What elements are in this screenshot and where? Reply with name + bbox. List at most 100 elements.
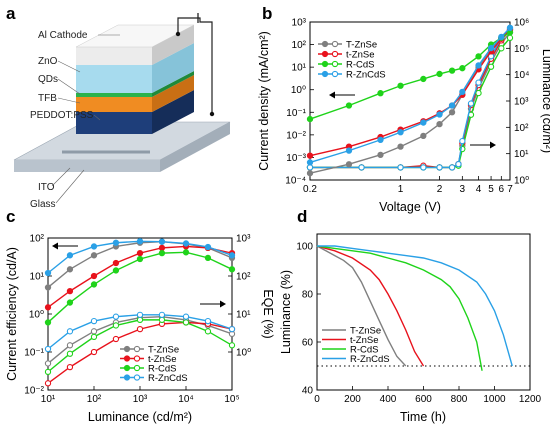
chart-c-ytick-label: 10¹	[30, 272, 45, 283]
chart-b-legend-label: T-ZnSe	[346, 40, 377, 51]
chart-d-ytick-label: 60	[302, 338, 314, 349]
chart-d-xtick-label: 800	[451, 394, 468, 405]
chart-c-ce-R-ZnCdS-point	[158, 238, 166, 245]
chart-c-ce-R-ZnCdS-point	[44, 269, 52, 277]
chart-c-eqe-R-CdS-point	[66, 350, 74, 357]
chart-d: Time (h) Luminance (%) 0 200 400 600 800 1000…	[279, 233, 542, 424]
chart-d-ytick-label: 40	[302, 386, 314, 397]
chart-c-eqe-R-CdS-point	[182, 319, 190, 326]
chart-c-ce-t-ZnSe-point	[158, 244, 166, 252]
chart-c-y2tick-label: 10³	[236, 234, 251, 245]
chart-b-jv-R-ZnCdS-point	[506, 24, 514, 32]
chart-c-eqe-R-ZnCdS-point	[90, 317, 98, 325]
chart-b-jv-R-CdS-point	[306, 115, 314, 123]
chart-c-y2label: EQE (%)	[261, 289, 275, 338]
chart-b-xtick-label: 2	[437, 184, 443, 195]
chart-b-lum-R-ZnCdS-point	[420, 164, 427, 171]
chart-c-ce-R-CdS-point	[90, 281, 98, 288]
leader-ito	[51, 167, 71, 187]
chart-b-lum-R-ZnCdS-point	[358, 164, 365, 171]
chart-b-legend-marker-open	[331, 40, 339, 48]
chart-b-jv-R-ZnCdS-point	[377, 136, 384, 144]
chart-c-eqe-t-ZnSe-point	[66, 363, 74, 371]
chart-b-jv-T-ZnSe-point	[397, 143, 404, 150]
chart-b-y2tick-label: 10⁶	[514, 18, 529, 29]
chart-b-jv-R-ZnCdS-point	[487, 44, 495, 52]
chart-c-eqe-T-ZnSe-point	[66, 342, 74, 349]
chart-b-ylabel: Current density (mA/cm²)	[257, 31, 271, 171]
chart-b-lum-R-ZnCdS-line	[310, 27, 511, 169]
chart-c-ytick-label: 10⁰	[29, 310, 44, 321]
chart-b-legend-marker-filled	[321, 60, 329, 68]
chart-c-eqe-R-ZnCdS-point	[66, 328, 74, 335]
chart-c-arrow-right-head	[220, 300, 226, 308]
chart-b-ytick-label: 10²	[292, 40, 307, 51]
chart-b-arrow-right-head	[490, 141, 496, 149]
chart-b-y2tick-label: 10⁵	[514, 44, 529, 55]
chart-b-legend-marker-open	[331, 50, 339, 58]
chart-b-ytick-label: 10⁻¹	[286, 108, 306, 119]
chart-b-arrow-left-head	[329, 91, 335, 99]
chart-c-eqe-R-CdS-point	[136, 316, 144, 324]
chart-b-jv-R-ZnCdS-point	[498, 33, 505, 40]
chart-b-jv-T-ZnSe-point	[345, 161, 353, 168]
layer-pedot-side	[152, 90, 194, 134]
label-qds: QDs	[38, 74, 58, 85]
chart-d-legend-label: T-ZnSe	[350, 326, 381, 337]
chart-c-eqe-R-ZnCdS-point	[112, 313, 120, 320]
layer-tfb-side	[152, 75, 194, 112]
chart-b-jv-R-ZnCdS-point	[306, 159, 314, 166]
chart-b-lum-R-CdS-point	[506, 34, 514, 42]
chart-c-legend-marker-filled	[123, 374, 131, 381]
chart-b-jv-R-CdS-point	[345, 102, 353, 109]
chart-d-ylabel: Luminance (%)	[279, 270, 293, 354]
chart-c-ce-t-ZnSe-point	[90, 272, 98, 280]
chart-b-legend-label: t-ZnSe	[346, 50, 375, 61]
chart-b-jv-R-ZnCdS-point	[448, 102, 456, 109]
chart-c-ce-R-CdS-point	[182, 249, 190, 256]
chart-b-xtick-label: 1	[398, 184, 404, 195]
chart-d-legend-label: t-ZnSe	[350, 335, 379, 346]
chart-b-legend-marker-filled	[321, 40, 329, 48]
chart-c-legend-marker-filled	[123, 355, 131, 362]
chart-c-ytick-label: 10⁻¹	[24, 348, 44, 359]
chart-b: Voltage (V) Current density (mA/cm²) Lum…	[257, 18, 550, 215]
chart-b-jv-R-ZnCdS-point	[345, 147, 353, 154]
chart-b-y2tick-label: 10⁰	[514, 176, 529, 187]
chart-b-y2tick-label: 10²	[514, 123, 529, 134]
chart-b-y2tick-label: 10³	[514, 97, 529, 108]
chart-c-ytick-label: 10²	[30, 234, 45, 245]
chart-b-ytick-label: 10³	[292, 18, 307, 29]
chart-b-legend-marker-open	[331, 70, 339, 78]
chart-b-jv-T-ZnSe-point	[436, 120, 443, 128]
chart-c-ce-T-ZnSe-point	[44, 284, 52, 291]
chart-c-y2tick-label: 10²	[236, 272, 251, 283]
chart-b-lum-R-ZnCdS-point	[455, 160, 462, 168]
chart-c-xtick-label: 10²	[87, 394, 102, 405]
chart-c-legend-marker-open	[133, 364, 141, 372]
chart-d-xtick-label: 1000	[483, 394, 506, 405]
chart-b-legend-marker-filled	[321, 50, 329, 58]
chart-b-y2label: Luminance (cd/m²)	[540, 49, 550, 153]
chart-c-legend-label: t-ZnSe	[148, 354, 177, 365]
layer-pedot-front	[76, 112, 152, 134]
chart-c-xlabel: Luminance (cd/m²)	[88, 410, 192, 424]
chart-c-eqe-t-ZnSe-point	[90, 348, 98, 356]
chart-b-lum-R-ZnCdS-point	[306, 164, 314, 171]
device-schematic: Al Cathode ZnO QDs TFB PEDDOT:PSS ITO Gl…	[13, 13, 231, 210]
layer-zno-side	[152, 43, 194, 93]
chart-c-eqe-T-ZnSe-point	[44, 360, 52, 367]
chart-b-lum-R-CdS-point	[475, 89, 482, 97]
label-al-cathode: Al Cathode	[38, 30, 88, 41]
chart-c-eqe-R-CdS-point	[204, 328, 212, 335]
layer-qd-front	[76, 93, 152, 97]
chart-b-lum-R-ZnCdS-point	[475, 79, 482, 86]
chart-c-ce-R-CdS-point	[44, 319, 52, 326]
chart-c-eqe-R-ZnCdS-point	[228, 325, 236, 333]
leader-tfb	[57, 97, 81, 104]
chart-b-lum-R-ZnCdS-point	[436, 164, 443, 171]
chart-c-ylabel: Current efficiency (cd/A)	[5, 247, 19, 381]
chart-b-jv-R-ZnCdS-point	[436, 111, 443, 118]
label-tfb: TFB	[38, 93, 57, 104]
chart-d-xtick-label: 200	[344, 394, 361, 405]
